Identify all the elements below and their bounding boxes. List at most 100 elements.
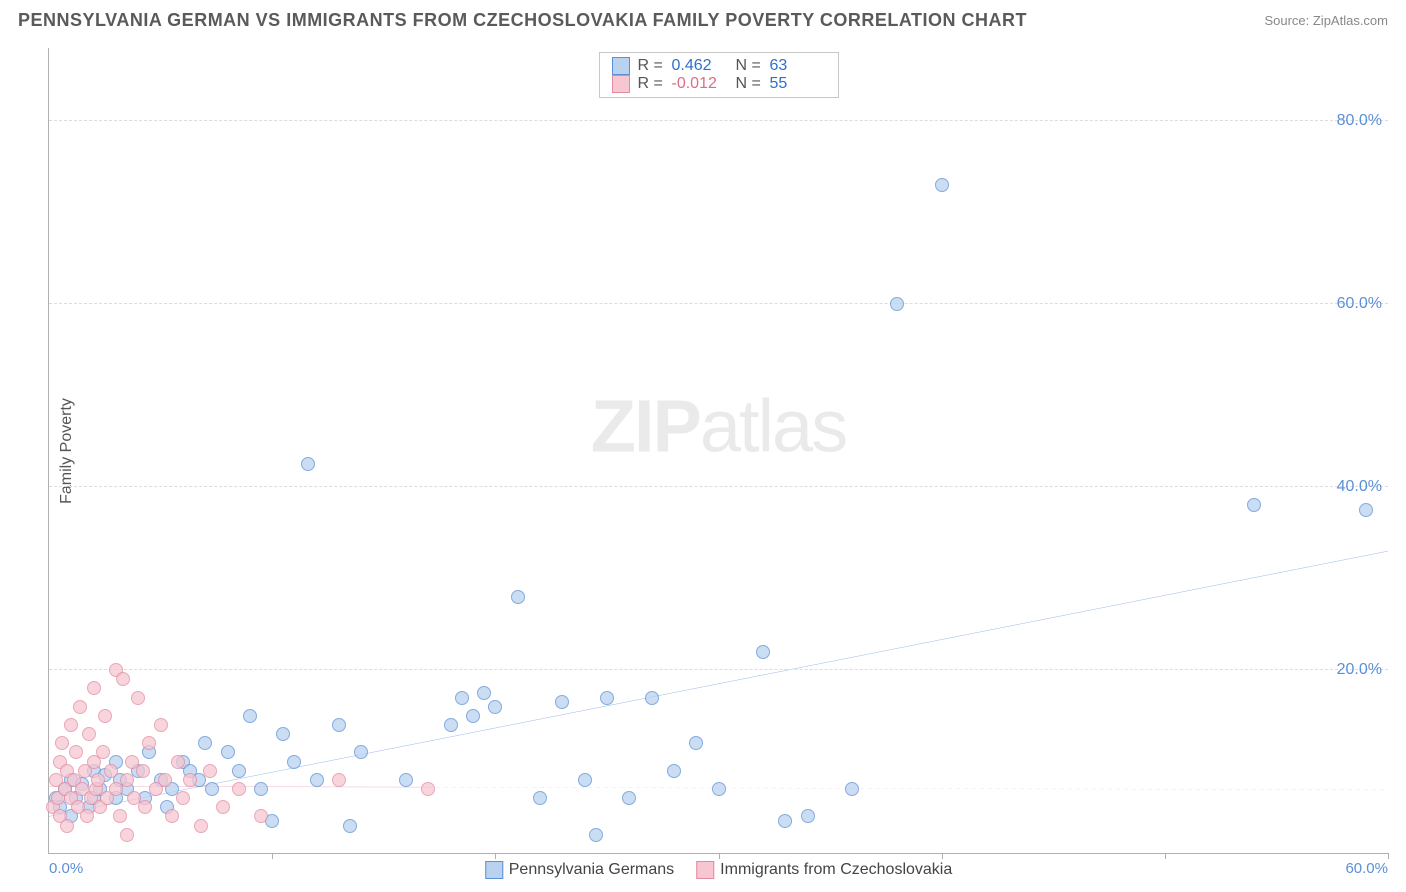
data-point (712, 782, 726, 796)
data-point (555, 695, 569, 709)
data-point (343, 819, 357, 833)
data-point (578, 773, 592, 787)
x-axis-min-label: 0.0% (49, 860, 83, 877)
data-point (332, 718, 346, 732)
data-point (165, 809, 179, 823)
data-point (171, 755, 185, 769)
data-point (221, 745, 235, 759)
n-value: 55 (770, 75, 826, 93)
data-point (194, 819, 208, 833)
data-point (399, 773, 413, 787)
data-point (589, 828, 603, 842)
n-label: N = (736, 57, 762, 75)
data-point (104, 764, 118, 778)
source-credit: Source: ZipAtlas.com (1264, 13, 1388, 28)
data-point (622, 791, 636, 805)
data-point (1359, 503, 1373, 517)
r-value: 0.462 (672, 57, 728, 75)
data-point (232, 782, 246, 796)
legend-item: Immigrants from Czechoslovakia (696, 861, 952, 879)
chart-area: Family Poverty ZIPatlas R =0.462N =63R =… (48, 48, 1388, 854)
data-point (73, 700, 87, 714)
data-point (801, 809, 815, 823)
data-point (142, 736, 156, 750)
x-tick (942, 853, 943, 859)
x-tick (1388, 853, 1389, 859)
data-point (183, 773, 197, 787)
data-point (120, 773, 134, 787)
data-point (198, 736, 212, 750)
trend-lines (49, 48, 1388, 853)
data-point (301, 457, 315, 471)
data-point (667, 764, 681, 778)
data-point (310, 773, 324, 787)
data-point (138, 800, 152, 814)
data-point (421, 782, 435, 796)
watermark-atlas: atlas (700, 385, 846, 468)
legend-label: Pennsylvania Germans (509, 861, 674, 879)
data-point (82, 727, 96, 741)
data-point (91, 773, 105, 787)
data-point (254, 782, 268, 796)
data-point (120, 828, 134, 842)
data-point (778, 814, 792, 828)
data-point (131, 691, 145, 705)
data-point (232, 764, 246, 778)
chart-title: PENNSYLVANIA GERMAN VS IMMIGRANTS FROM C… (18, 10, 1027, 31)
r-label: R = (638, 75, 664, 93)
data-point (205, 782, 219, 796)
source-link[interactable]: ZipAtlas.com (1313, 13, 1388, 28)
data-point (113, 809, 127, 823)
stats-row: R = -0.012 N = 55 (612, 75, 826, 93)
data-point (287, 755, 301, 769)
data-point (243, 709, 257, 723)
data-point (55, 736, 69, 750)
data-point (455, 691, 469, 705)
x-axis-max-label: 60.0% (1345, 860, 1388, 877)
x-tick (719, 853, 720, 859)
data-point (332, 773, 346, 787)
gridline (49, 486, 1388, 487)
bottom-legend: Pennsylvania Germans Immigrants from Czec… (485, 861, 953, 879)
data-point (890, 297, 904, 311)
data-point (488, 700, 502, 714)
data-point (477, 686, 491, 700)
legend-label: Immigrants from Czechoslovakia (720, 861, 952, 879)
data-point (354, 745, 368, 759)
data-point (1247, 498, 1261, 512)
r-label: R = (638, 57, 664, 75)
y-tick-label: 20.0% (1337, 661, 1382, 679)
data-point (276, 727, 290, 741)
data-point (158, 773, 172, 787)
legend-swatch (612, 57, 630, 75)
data-point (254, 809, 268, 823)
n-label: N = (736, 75, 762, 93)
data-point (136, 764, 150, 778)
x-tick (1165, 853, 1166, 859)
gridline (49, 303, 1388, 304)
data-point (176, 791, 190, 805)
data-point (116, 672, 130, 686)
data-point (154, 718, 168, 732)
data-point (845, 782, 859, 796)
x-tick (272, 853, 273, 859)
data-point (80, 809, 94, 823)
y-tick-label: 60.0% (1337, 295, 1382, 313)
data-point (64, 718, 78, 732)
data-point (935, 178, 949, 192)
x-tick (495, 853, 496, 859)
r-value: -0.012 (672, 75, 728, 93)
gridline (49, 120, 1388, 121)
data-point (466, 709, 480, 723)
source-prefix: Source: (1264, 13, 1312, 28)
y-tick-label: 40.0% (1337, 478, 1382, 496)
legend-swatch (485, 861, 503, 879)
header: PENNSYLVANIA GERMAN VS IMMIGRANTS FROM C… (0, 0, 1406, 37)
data-point (533, 791, 547, 805)
data-point (444, 718, 458, 732)
gridline (49, 669, 1388, 670)
legend-swatch (612, 75, 630, 93)
stats-legend-box: R =0.462N =63R =-0.012N =55 (599, 52, 839, 98)
data-point (87, 681, 101, 695)
data-point (645, 691, 659, 705)
